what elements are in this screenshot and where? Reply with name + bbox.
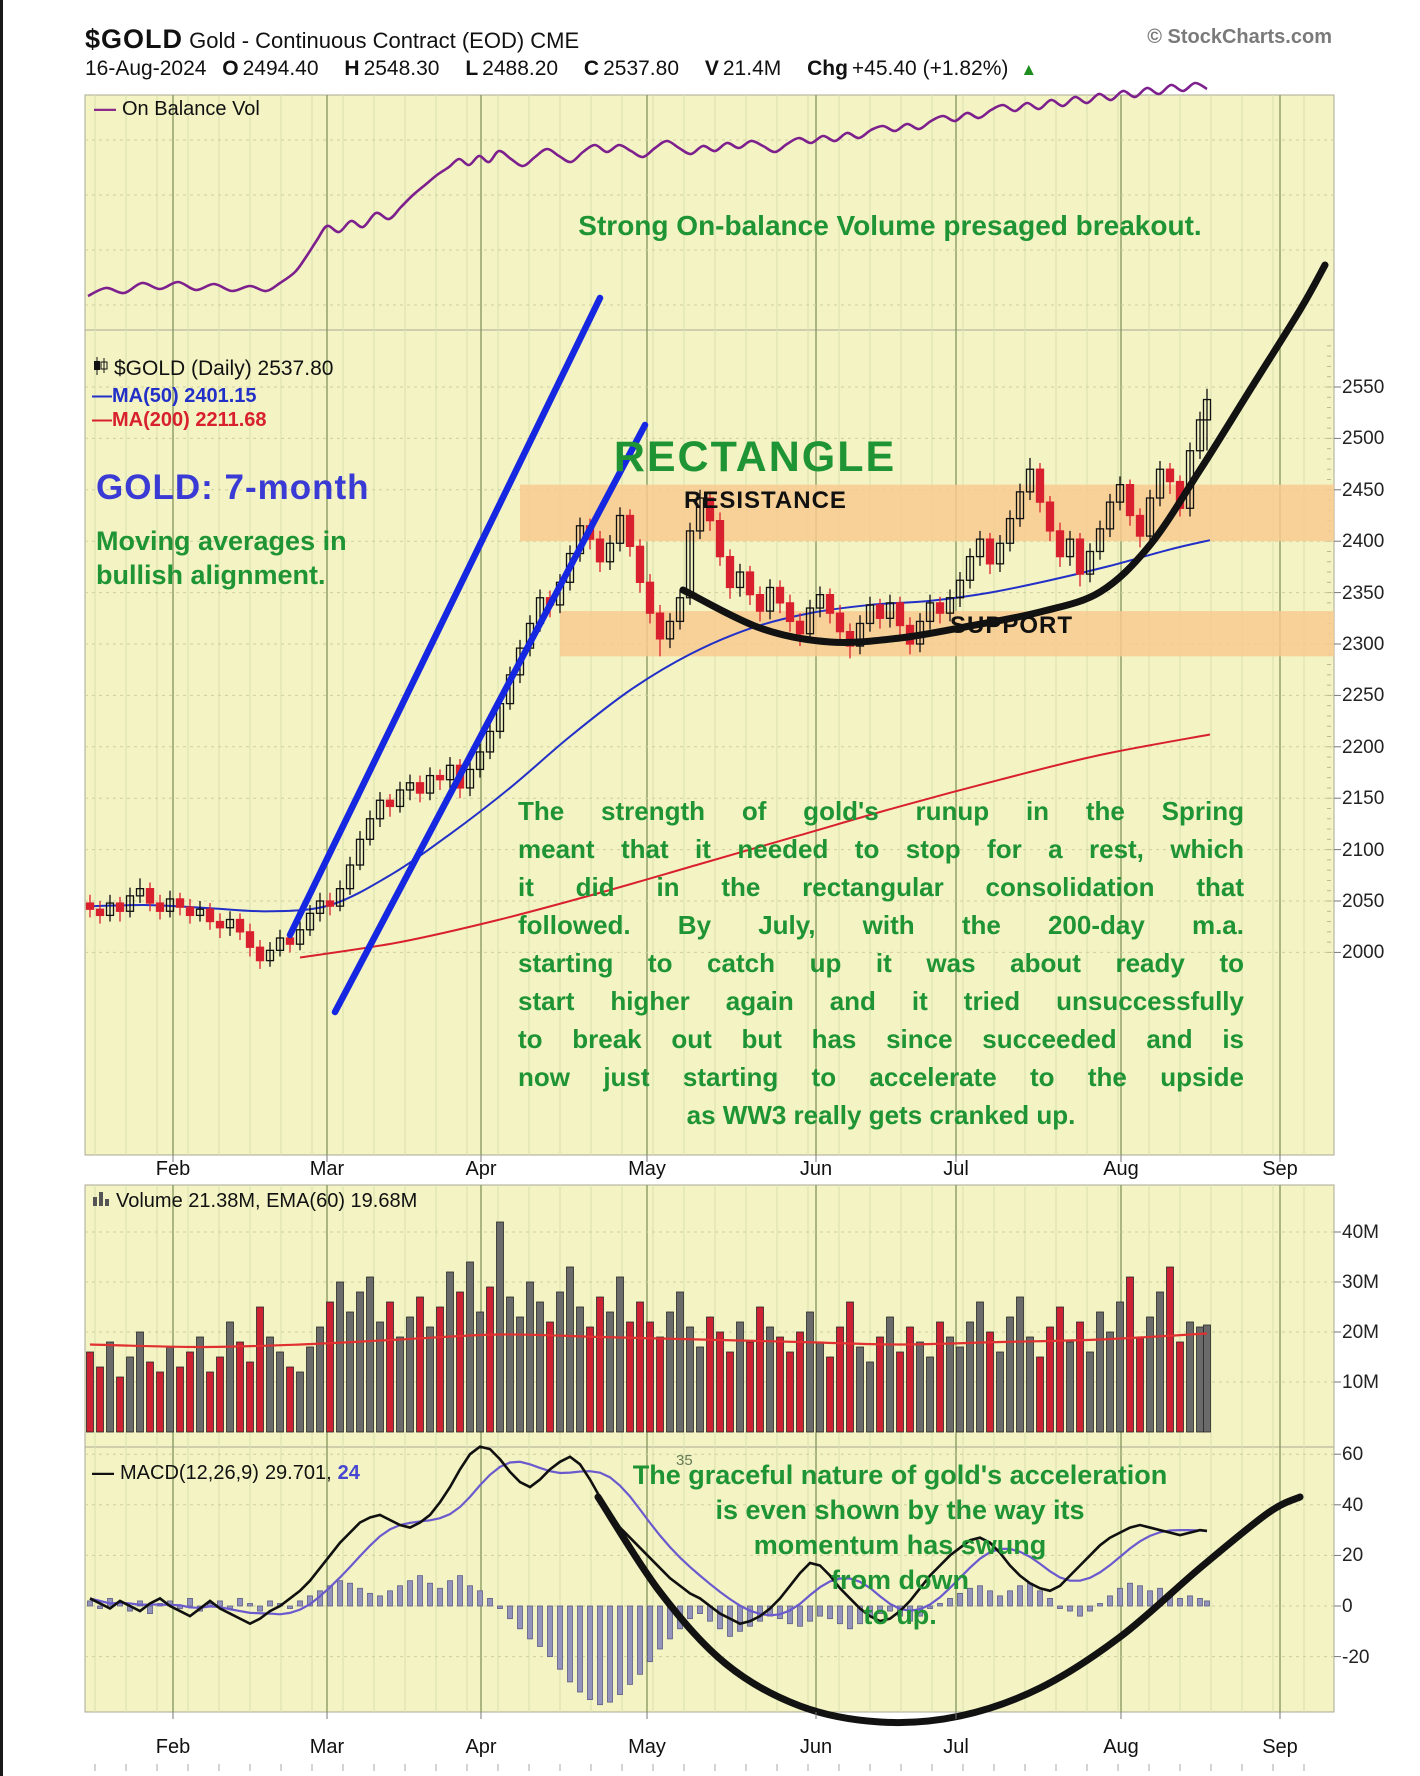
window-left-border: [0, 0, 3, 1776]
trend-channel-lines: [286, 294, 649, 1016]
volume-bars: [86, 1221, 1211, 1433]
volume-ema-line: [89, 1332, 1208, 1349]
momentum-arc: [594, 1493, 1304, 1727]
axis-ticks: [94, 386, 1341, 1771]
macd-histogram: [87, 1575, 1210, 1706]
support-resistance-zones: [520, 484, 1334, 657]
macd-line: [89, 1445, 1208, 1626]
obv-line: [87, 81, 1208, 298]
macd-signal-line: [89, 1460, 1208, 1617]
gridlines: [85, 95, 1334, 1712]
ma50-line: [89, 539, 1211, 913]
panel-backgrounds: [84, 94, 1335, 1713]
acceleration-curve: [679, 261, 1329, 646]
ma200-line: [299, 733, 1211, 959]
